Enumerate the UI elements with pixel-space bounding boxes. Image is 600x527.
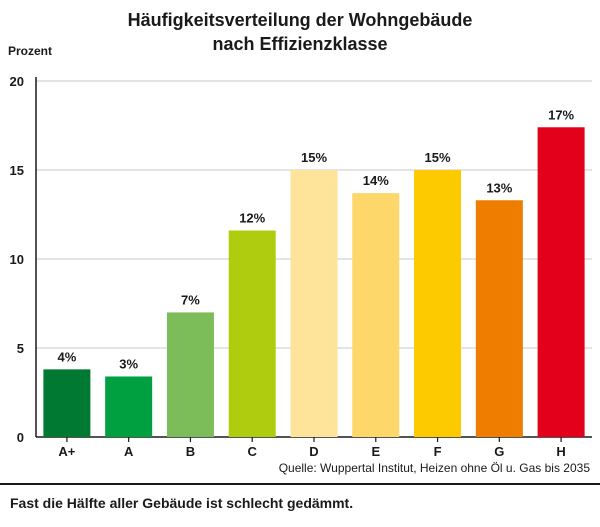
y-axis-label: Prozent — [8, 44, 53, 58]
bar-A+ — [43, 369, 91, 437]
bar-A — [105, 376, 153, 437]
data-label: 17% — [548, 107, 574, 122]
x-tick-label: H — [556, 444, 565, 459]
x-tick-label: C — [248, 444, 258, 459]
divider — [0, 483, 600, 485]
data-label: 15% — [301, 150, 327, 165]
bar-F — [414, 170, 462, 437]
y-tick-label: 20 — [10, 74, 24, 89]
data-label: 12% — [239, 211, 265, 226]
caption: Fast die Hälfte aller Gebäude ist schlec… — [10, 495, 354, 511]
x-tick-label: A+ — [58, 444, 75, 459]
y-tick-label: 0 — [17, 430, 24, 445]
chart-title-line-1: Häufigkeitsverteilung der Wohngebäude — [127, 10, 473, 30]
data-label: 3% — [119, 356, 138, 371]
bar-chart: 0 5 10 15 20 4% A+ 3% A 7% B 12% C 15% D 14% E 15% F 13% G 17… — [10, 74, 592, 459]
source-note: Quelle: Wuppertal Institut, Heizen ohne … — [278, 461, 590, 475]
x-tick-label: B — [186, 444, 195, 459]
data-label: 14% — [363, 173, 389, 188]
y-tick-label: 15 — [10, 163, 24, 178]
data-label: 13% — [486, 180, 512, 195]
bar-C — [228, 230, 276, 437]
x-tick-label: F — [434, 444, 442, 459]
bar-G — [475, 200, 523, 437]
bar-H — [537, 127, 585, 437]
bar-D — [290, 170, 338, 437]
x-tick-label: A — [124, 444, 134, 459]
bar-B — [166, 312, 214, 437]
bar-E — [352, 193, 400, 437]
x-tick-label: G — [494, 444, 504, 459]
x-tick-label: D — [309, 444, 318, 459]
chart-title: Häufigkeitsverteilung der Wohngebäude na… — [0, 8, 600, 56]
data-label: 15% — [425, 150, 451, 165]
x-tick-label: E — [371, 444, 380, 459]
data-label: 4% — [57, 349, 76, 364]
chart-title-line-2: nach Effizienzklasse — [212, 34, 388, 54]
data-label: 7% — [181, 292, 200, 307]
y-tick-label: 5 — [17, 341, 24, 356]
y-tick-label: 10 — [10, 252, 24, 267]
